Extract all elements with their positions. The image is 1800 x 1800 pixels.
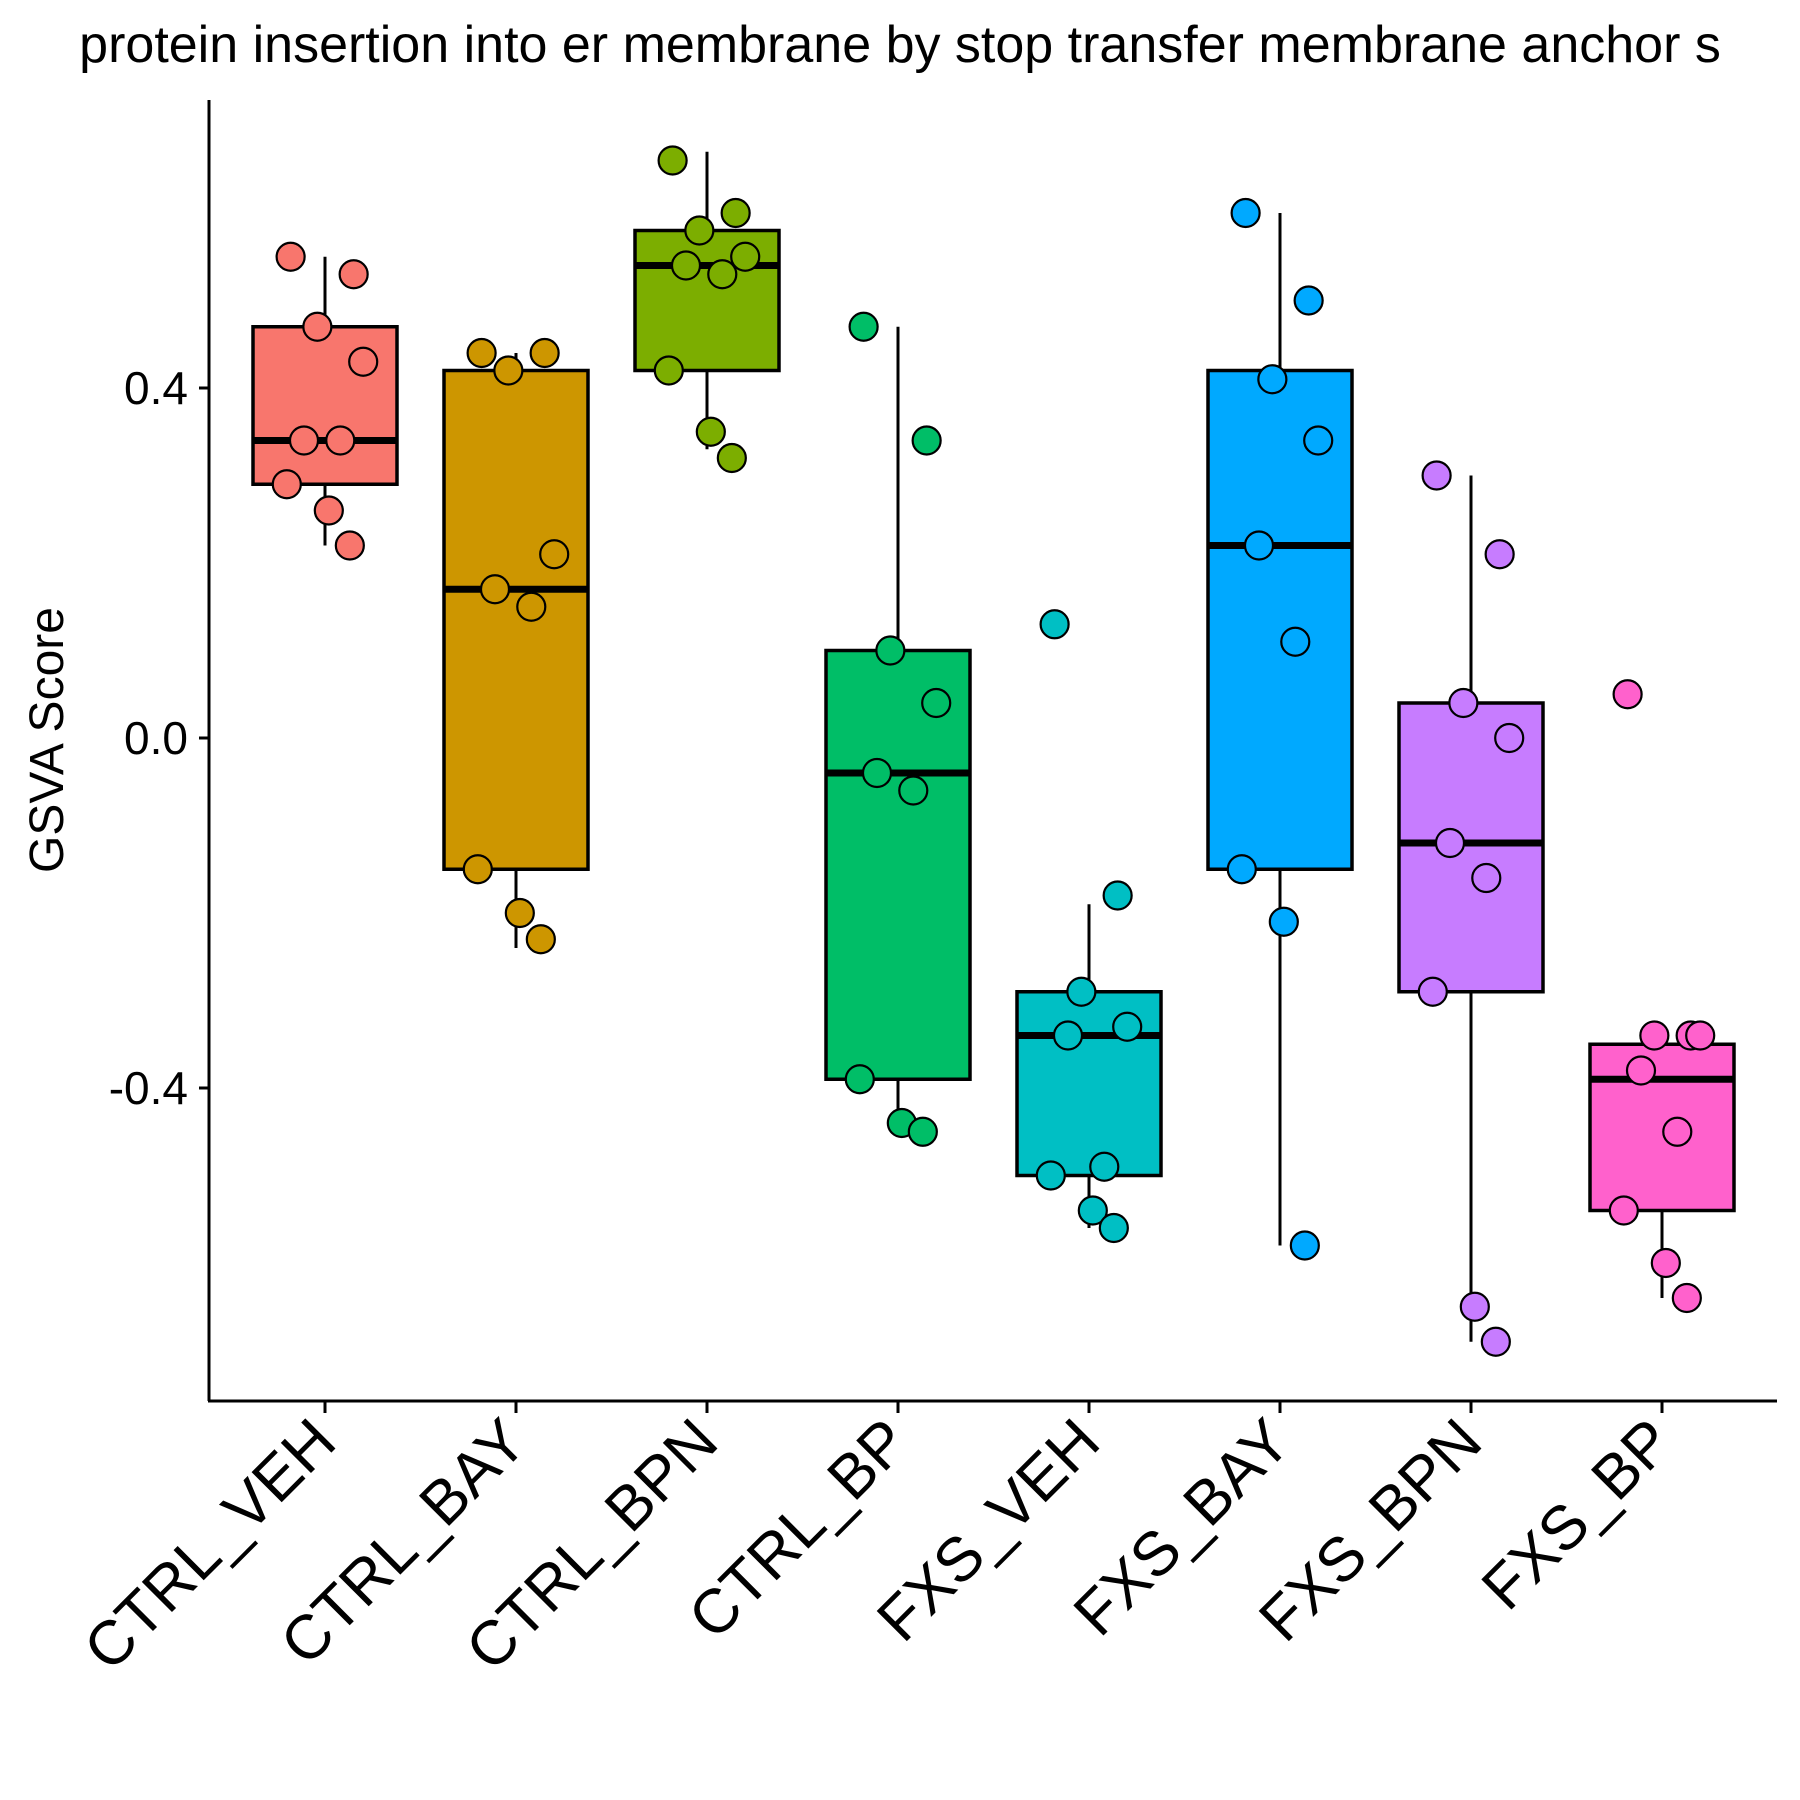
- data-point: [653, 355, 684, 386]
- data-point: [529, 337, 560, 369]
- box-group: [824, 326, 972, 1132]
- data-point: [898, 775, 929, 806]
- data-point: [1612, 679, 1643, 710]
- data-point: [1685, 1020, 1716, 1051]
- data-point: [338, 259, 369, 290]
- data-point: [1639, 1020, 1670, 1051]
- data-point: [1268, 906, 1299, 937]
- data-point: [1480, 1326, 1511, 1357]
- data-point: [907, 1116, 938, 1147]
- data-point: [1226, 854, 1257, 885]
- data-point: [1035, 1160, 1066, 1191]
- data-point: [861, 757, 893, 789]
- data-point: [1494, 722, 1525, 754]
- box-iqr: [1206, 368, 1354, 871]
- data-point: [1289, 1230, 1320, 1261]
- data-point: [684, 215, 715, 246]
- x-tick-label: FXS_BP: [1469, 1406, 1686, 1623]
- data-point: [695, 416, 726, 447]
- data-point: [313, 495, 344, 526]
- box-iqr: [824, 648, 972, 1081]
- box-group: [1206, 213, 1354, 1246]
- box-iqr: [1588, 1042, 1736, 1213]
- data-point: [716, 442, 747, 474]
- data-point: [479, 574, 511, 605]
- box-iqr: [1397, 701, 1545, 994]
- data-point: [1052, 1020, 1084, 1051]
- data-point: [1448, 687, 1479, 719]
- y-axis-label: GSVA Score: [21, 607, 74, 873]
- data-point: [1039, 609, 1070, 640]
- data-point: [275, 241, 306, 272]
- data-point: [1077, 1195, 1108, 1226]
- data-point: [1303, 425, 1334, 456]
- box-group: [442, 353, 590, 948]
- data-point: [271, 469, 302, 500]
- data-point: [1671, 1282, 1702, 1314]
- chart-title: protein insertion into er membrane by st…: [79, 16, 1721, 74]
- data-point: [1608, 1195, 1639, 1226]
- y-tick-label: -0.4: [109, 1062, 188, 1114]
- data-point: [466, 337, 497, 369]
- data-point: [1484, 539, 1515, 570]
- data-point: [1112, 1011, 1143, 1042]
- data-point: [493, 355, 524, 386]
- data-point: [1421, 460, 1452, 491]
- data-point: [1417, 976, 1448, 1007]
- data-point: [1230, 197, 1261, 229]
- data-point: [1459, 1291, 1490, 1322]
- data-point: [1098, 1212, 1129, 1244]
- box-iqr: [442, 368, 590, 871]
- data-point: [730, 241, 761, 272]
- data-point: [1293, 285, 1324, 316]
- data-point: [1280, 626, 1311, 657]
- data-point: [1243, 530, 1275, 561]
- data-point: [325, 425, 356, 456]
- data-point: [657, 145, 688, 176]
- data-point: [921, 687, 952, 719]
- data-point: [1066, 976, 1097, 1007]
- data-point: [1257, 364, 1288, 395]
- data-point: [288, 425, 320, 456]
- data-point: [525, 924, 556, 955]
- data-point: [1434, 827, 1466, 859]
- data-point: [875, 635, 906, 666]
- data-point: [707, 259, 738, 290]
- data-point: [720, 197, 751, 229]
- data-point: [462, 854, 493, 885]
- y-tick-label: 0.4: [124, 362, 188, 414]
- data-point: [670, 250, 702, 281]
- data-point: [1662, 1116, 1693, 1147]
- data-point: [844, 1064, 875, 1095]
- data-point: [1625, 1055, 1657, 1086]
- box-group: [633, 151, 781, 450]
- box-group: [1588, 1042, 1736, 1298]
- data-point: [516, 591, 547, 622]
- data-point: [848, 311, 879, 342]
- y-tick-label: 0.0: [124, 712, 188, 764]
- box-iqr: [251, 325, 399, 486]
- data-point: [334, 530, 365, 561]
- plot-area: [251, 145, 1736, 1357]
- data-point: [302, 311, 333, 342]
- data-point: [348, 346, 379, 377]
- data-point: [911, 425, 942, 456]
- data-point: [504, 897, 535, 929]
- data-point: [1650, 1247, 1681, 1279]
- data-point: [539, 539, 570, 570]
- data-point: [1089, 1151, 1120, 1182]
- box-group: [1397, 475, 1545, 1342]
- data-point: [1471, 862, 1502, 894]
- data-point: [1102, 880, 1133, 911]
